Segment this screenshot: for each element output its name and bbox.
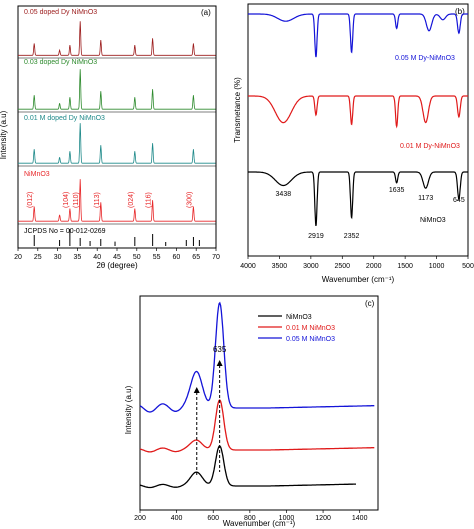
panel-a-xtick: 65 xyxy=(192,254,200,261)
panel-c-xlabel: Wavenumber (cm⁻¹) xyxy=(223,519,296,528)
panel-a-pattern-3 xyxy=(18,123,216,164)
panel-a-xtick: 25 xyxy=(34,254,42,261)
panel-b-xtick: 2500 xyxy=(334,263,350,270)
panel-c-frame xyxy=(139,295,379,511)
panel-b-xtick: 3500 xyxy=(272,263,288,270)
panel-b-xtick: 1500 xyxy=(397,263,413,270)
panel-a-xtick: 30 xyxy=(54,254,62,261)
panel-b-xtick: 2000 xyxy=(366,263,382,270)
panel-a-legend-1: 0.05 doped Dy NiMnO3 xyxy=(24,9,97,16)
panel-a-xtick: 60 xyxy=(173,254,181,261)
panel-c-legend-2: 0.01 M NiMnO3 xyxy=(286,325,335,332)
panel-a-hkl-label: (012) xyxy=(27,192,34,208)
panel-a-legend-4: NiMnO3 xyxy=(24,171,50,178)
panel-a-pattern-4 xyxy=(18,179,216,222)
panel-c-spectrum-3 xyxy=(139,301,375,413)
panel-a-hkl-label: (116) xyxy=(146,192,153,208)
panel-b-series-label-2: 0.01 M Dy-NiMnO3 xyxy=(400,143,460,150)
panel-c-xtick: 200 xyxy=(134,515,146,522)
panel-c-legend: NiMnO3 0.01 M NiMnO3 0.05 M NiMnO3 xyxy=(258,314,335,343)
panel-b-peak-label: 1635 xyxy=(389,187,405,194)
panel-a-hkl-label: (104) xyxy=(63,192,70,208)
panel-c-xtick: 1200 xyxy=(315,515,331,522)
panel-a-xtick: 45 xyxy=(113,254,121,261)
panel-b-xtick: 1000 xyxy=(429,263,445,270)
panel-a-hkl-label: (300) xyxy=(186,192,193,208)
panel-b-spectrum-3 xyxy=(248,171,468,227)
panel-c-raman: (c) Intensity (a.u) Wavenumber (cm⁻¹) Ni… xyxy=(124,295,379,528)
panel-b-spectrum-2 xyxy=(248,95,468,129)
panel-a-hkl-label: (113) xyxy=(94,192,101,208)
panel-a-xtick: 55 xyxy=(153,254,161,261)
panel-a-xtick: 70 xyxy=(212,254,220,261)
panel-b-peak-label: 2352 xyxy=(344,233,360,240)
panel-a-hkl-label: (110) xyxy=(73,192,80,208)
panel-b-peak-label: 3438 xyxy=(276,191,292,198)
panel-a-pattern-1 xyxy=(18,21,216,56)
panel-a-legend-3: 0.01 M doped Dy NiMnO3 xyxy=(24,115,105,122)
panel-c-xtick: 1000 xyxy=(279,515,295,522)
panel-a-hkl-label: (024) xyxy=(128,192,135,208)
panel-b-label: (b) xyxy=(455,7,465,16)
panel-b-frame xyxy=(247,3,469,257)
panel-a-ylabel: Intensity (a.u) xyxy=(0,110,8,159)
panel-a-xlabel: 2θ (degree) xyxy=(96,261,138,270)
panel-c-ylabel: Intensity (a.u) xyxy=(124,385,133,434)
panel-c-xtick: 800 xyxy=(244,515,256,522)
panel-a-xtick: 40 xyxy=(93,254,101,261)
panel-a-label: (a) xyxy=(201,8,211,17)
panel-a-reference-label: JCPDS No = 00-012-0269 xyxy=(24,228,106,235)
panel-b-peak-label: 645 xyxy=(453,197,465,204)
panel-b-peak-label: 1173 xyxy=(418,195,433,202)
panel-b-ylabel: Transmetance (%) xyxy=(233,77,242,143)
panel-c-peak-label: 635 xyxy=(213,345,227,354)
panel-b-peak-label: 2919 xyxy=(308,233,324,240)
panel-c-spectrum-1 xyxy=(139,445,356,489)
panel-a-frame xyxy=(17,5,217,249)
panel-b-series-label-1: 0.05 M Dy-NiMnO3 xyxy=(395,55,455,62)
panel-a-pattern-2 xyxy=(18,69,216,110)
panel-b-xtick: 4000 xyxy=(240,263,256,270)
panel-a-xtick: 50 xyxy=(133,254,141,261)
panel-b-xlabel: Wavenumber (cm⁻¹) xyxy=(322,275,395,284)
panel-a-xtick: 20 xyxy=(14,254,22,261)
panel-c-legend-1: NiMnO3 xyxy=(286,314,312,321)
panel-b-series-label-3: NiMnO3 xyxy=(420,217,446,224)
panel-b-spectrum-1 xyxy=(248,13,468,58)
panel-a-legend-2: 0.03 doped Dy NiMnO3 xyxy=(24,59,97,66)
panel-c-spectrum-2 xyxy=(139,399,375,453)
panel-a-xrd: (a) Intensity (a.u) 2θ (degree) 0.05 dop… xyxy=(0,5,220,270)
panel-b-xtick: 3000 xyxy=(303,263,319,270)
panel-b-ftir: (b) Transmetance (%) Wavenumber (cm⁻¹) 0… xyxy=(233,3,474,284)
panel-c-xtick: 600 xyxy=(207,515,219,522)
panel-b-xtick: 500 xyxy=(462,263,474,270)
panel-c-xtick: 400 xyxy=(171,515,183,522)
panel-c-label: (c) xyxy=(365,299,375,308)
panel-c-xtick: 1400 xyxy=(352,515,368,522)
panel-c-legend-3: 0.05 M NiMnO3 xyxy=(286,336,335,343)
panel-a-xtick: 35 xyxy=(74,254,82,261)
